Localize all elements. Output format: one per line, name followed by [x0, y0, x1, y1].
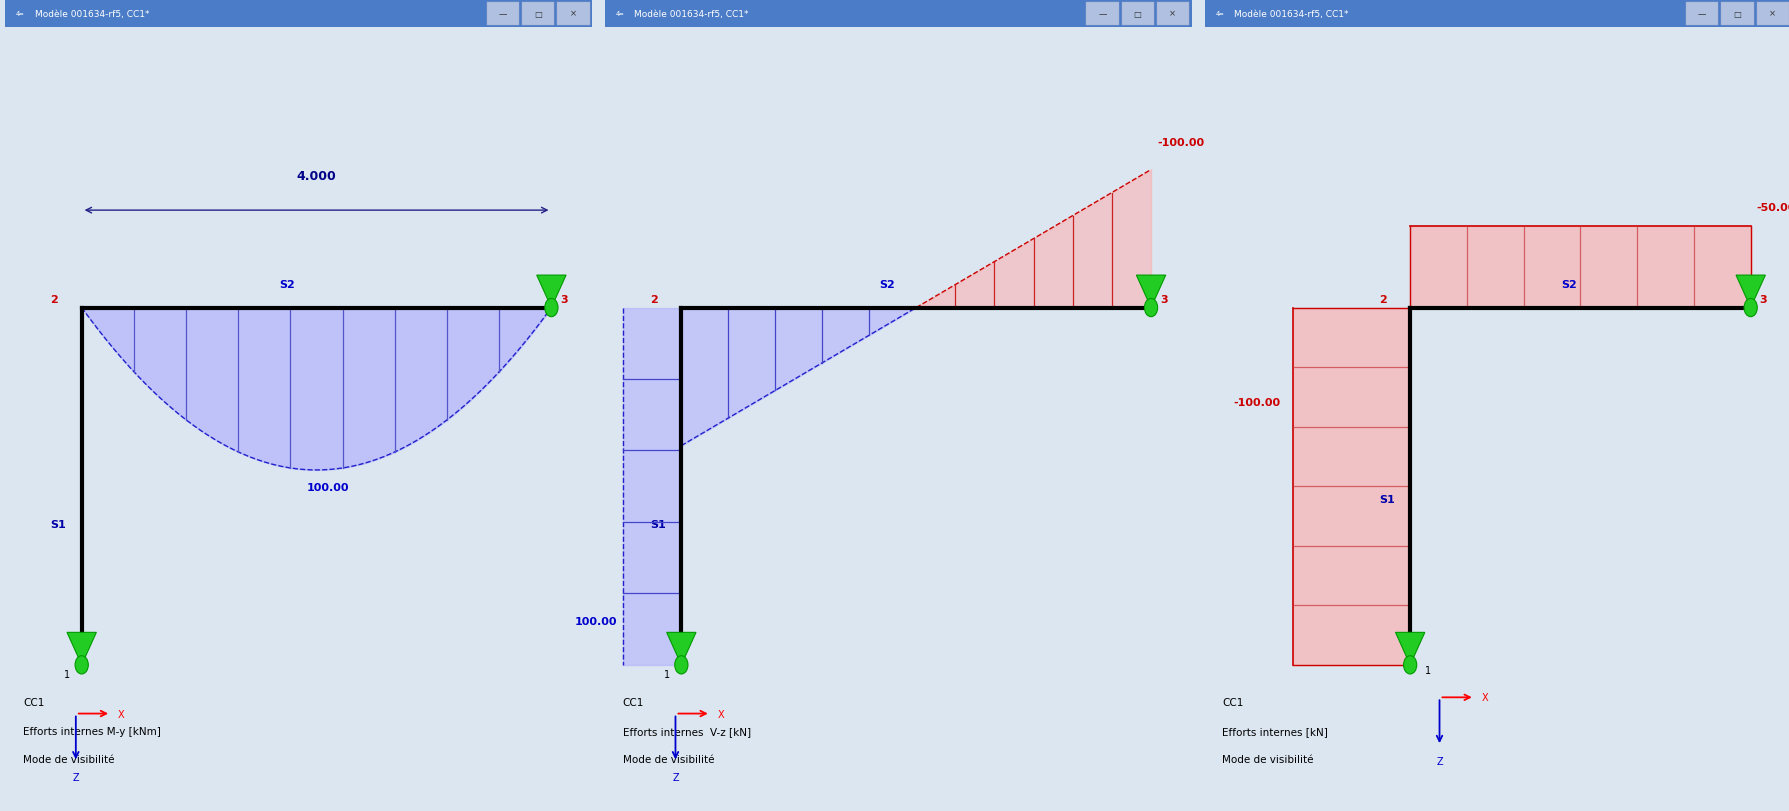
Text: Mode de visibilité: Mode de visibilité: [1222, 754, 1313, 764]
Text: □: □: [1732, 10, 1741, 19]
Text: Modèle 001634-rf5, CC1*: Modèle 001634-rf5, CC1*: [633, 10, 748, 19]
Text: Max V-z: 100.00, Min V-z: -100.00 kN: Max V-z: 100.00, Min V-z: -100.00 kN: [617, 15, 782, 25]
Text: S1: S1: [50, 519, 66, 529]
Text: S1: S1: [1378, 495, 1394, 504]
Text: -50.00: -50.00: [1755, 203, 1789, 212]
Polygon shape: [537, 276, 565, 308]
FancyBboxPatch shape: [1086, 3, 1118, 26]
Text: Z: Z: [673, 772, 678, 782]
FancyBboxPatch shape: [1755, 3, 1787, 26]
Text: Z: Z: [73, 772, 79, 782]
Text: 1: 1: [664, 669, 669, 679]
Text: S2: S2: [1560, 280, 1576, 290]
Text: 2: 2: [1378, 295, 1386, 305]
Text: Z: Z: [1435, 756, 1442, 766]
FancyBboxPatch shape: [522, 3, 555, 26]
Text: CC1: CC1: [1222, 697, 1243, 707]
Text: 1: 1: [64, 669, 70, 679]
FancyBboxPatch shape: [605, 0, 1191, 28]
Text: X: X: [1481, 693, 1488, 702]
Text: [m]: [m]: [530, 15, 546, 25]
Text: Modèle 001634-rf5, CC1*: Modèle 001634-rf5, CC1*: [1233, 10, 1347, 19]
Text: ×: ×: [1168, 10, 1175, 19]
Text: 2: 2: [649, 295, 658, 305]
Text: □: □: [1132, 10, 1141, 19]
Circle shape: [1742, 299, 1757, 317]
FancyBboxPatch shape: [1721, 3, 1753, 26]
FancyBboxPatch shape: [556, 3, 589, 26]
Text: CC1: CC1: [23, 697, 45, 707]
Text: Efforts internes M-y [kNm]: Efforts internes M-y [kNm]: [23, 726, 161, 736]
Text: 2: 2: [50, 295, 59, 305]
Circle shape: [1403, 656, 1415, 674]
Text: —: —: [497, 10, 506, 19]
Text: 3: 3: [1159, 295, 1166, 305]
Text: Mode de visibilité: Mode de visibilité: [623, 754, 714, 764]
Polygon shape: [666, 633, 696, 665]
Text: 4=: 4=: [1215, 11, 1224, 17]
Polygon shape: [66, 633, 97, 665]
Text: 4.000: 4.000: [297, 169, 336, 182]
Text: 1: 1: [1424, 665, 1429, 675]
Text: X: X: [118, 709, 125, 719]
Text: -100.00: -100.00: [1233, 397, 1281, 407]
Text: Efforts internes [kN]: Efforts internes [kN]: [1222, 726, 1327, 736]
Text: 4=: 4=: [615, 11, 624, 17]
Text: □: □: [533, 10, 542, 19]
Text: 100.00: 100.00: [574, 616, 617, 626]
FancyBboxPatch shape: [1204, 0, 1789, 28]
FancyBboxPatch shape: [1156, 3, 1188, 26]
Text: S2: S2: [279, 280, 295, 290]
Text: ×: ×: [569, 10, 576, 19]
Circle shape: [544, 299, 558, 317]
Text: S1: S1: [649, 519, 666, 529]
Text: 100.00: 100.00: [308, 483, 349, 492]
Text: 3: 3: [1759, 295, 1766, 305]
Text: —: —: [1097, 10, 1106, 19]
FancyBboxPatch shape: [487, 3, 519, 26]
Text: S2: S2: [878, 280, 894, 290]
Text: -100.00: -100.00: [1156, 138, 1204, 148]
Text: —: —: [1696, 10, 1705, 19]
Text: Max N: -50.00, Min N: -100.00 kN: Max N: -50.00, Min N: -100.00 kN: [1217, 15, 1365, 25]
Circle shape: [674, 656, 687, 674]
Text: 4=: 4=: [16, 11, 25, 17]
Text: 3: 3: [560, 295, 567, 305]
Text: CC1: CC1: [623, 697, 644, 707]
Circle shape: [1143, 299, 1157, 317]
Circle shape: [75, 656, 88, 674]
Text: Max M-y: 100.00, Min M-y: 0.00 kNm: Max M-y: 100.00, Min M-y: 0.00 kNm: [18, 15, 181, 25]
Text: X: X: [717, 709, 725, 719]
Text: Mode de visibilité: Mode de visibilité: [23, 754, 114, 764]
Polygon shape: [1136, 276, 1165, 308]
Text: Modèle 001634-rf5, CC1*: Modèle 001634-rf5, CC1*: [34, 10, 148, 19]
Polygon shape: [1395, 633, 1424, 665]
Polygon shape: [1735, 276, 1764, 308]
FancyBboxPatch shape: [1685, 3, 1717, 26]
Text: Efforts internes  V-z [kN]: Efforts internes V-z [kN]: [623, 726, 750, 736]
FancyBboxPatch shape: [1122, 3, 1154, 26]
Text: ×: ×: [1768, 10, 1775, 19]
FancyBboxPatch shape: [5, 0, 592, 28]
